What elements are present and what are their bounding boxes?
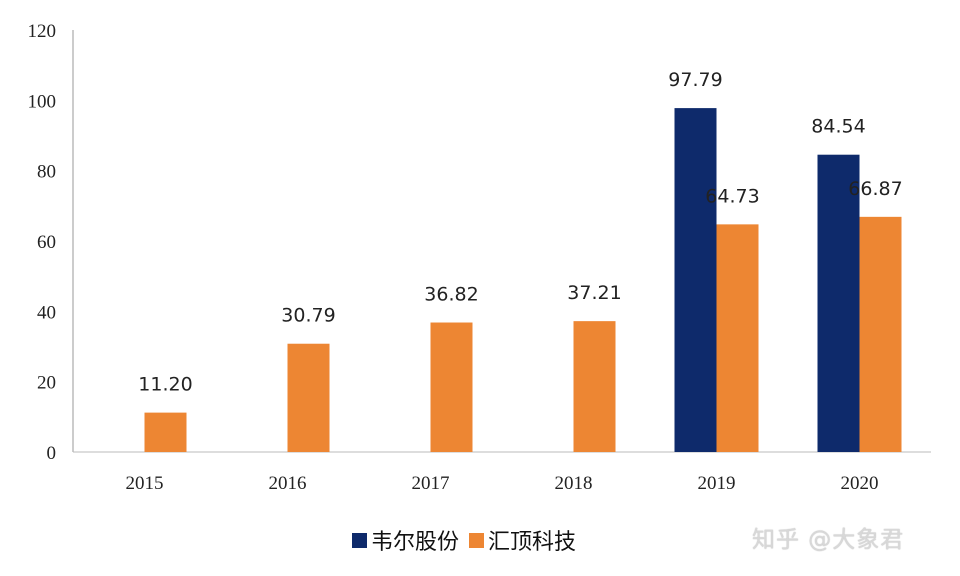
- legend-label-1: 汇顶科技: [488, 530, 577, 555]
- x-tick-label: 2018: [555, 473, 593, 494]
- legend-swatch-1: [469, 532, 485, 548]
- y-tick-label: 0: [47, 443, 57, 464]
- data-label: 66.87: [848, 178, 902, 200]
- y-tick-label: 80: [37, 162, 56, 183]
- x-tick-label: 2017: [412, 473, 450, 494]
- bar-huiding: [430, 322, 473, 452]
- data-label: 37.21: [567, 282, 621, 304]
- data-label: 84.54: [811, 116, 865, 138]
- bar-weier: [817, 154, 860, 453]
- legend: 韦尔股份 汇顶科技: [352, 524, 576, 556]
- y-tick-label: 40: [37, 302, 56, 323]
- data-label: 11.20: [138, 374, 192, 396]
- x-tick-label: 2020: [841, 473, 879, 494]
- data-label: 30.79: [281, 305, 335, 327]
- legend-label-0: 韦尔股份: [371, 530, 460, 555]
- y-tick-label: 60: [37, 232, 56, 253]
- bar-weier: [674, 108, 717, 452]
- data-label: 36.82: [424, 284, 478, 306]
- data-label: 64.73: [705, 185, 759, 207]
- y-tick-label: 100: [28, 91, 57, 112]
- bar-huiding: [573, 321, 616, 452]
- legend-swatch-0: [352, 532, 367, 548]
- bar-huiding: [859, 216, 902, 452]
- y-tick-label: 120: [28, 21, 57, 42]
- x-tick-label: 2016: [269, 473, 307, 494]
- bar-huiding: [144, 412, 187, 452]
- watermark: 知乎 @大象君: [752, 527, 905, 553]
- x-tick-label: 2019: [698, 473, 736, 494]
- y-tick-label: 20: [37, 373, 56, 394]
- bar-huiding: [716, 224, 759, 452]
- data-label: 97.79: [668, 69, 722, 91]
- x-tick-label: 2015: [126, 473, 164, 494]
- bar-huiding: [287, 343, 330, 452]
